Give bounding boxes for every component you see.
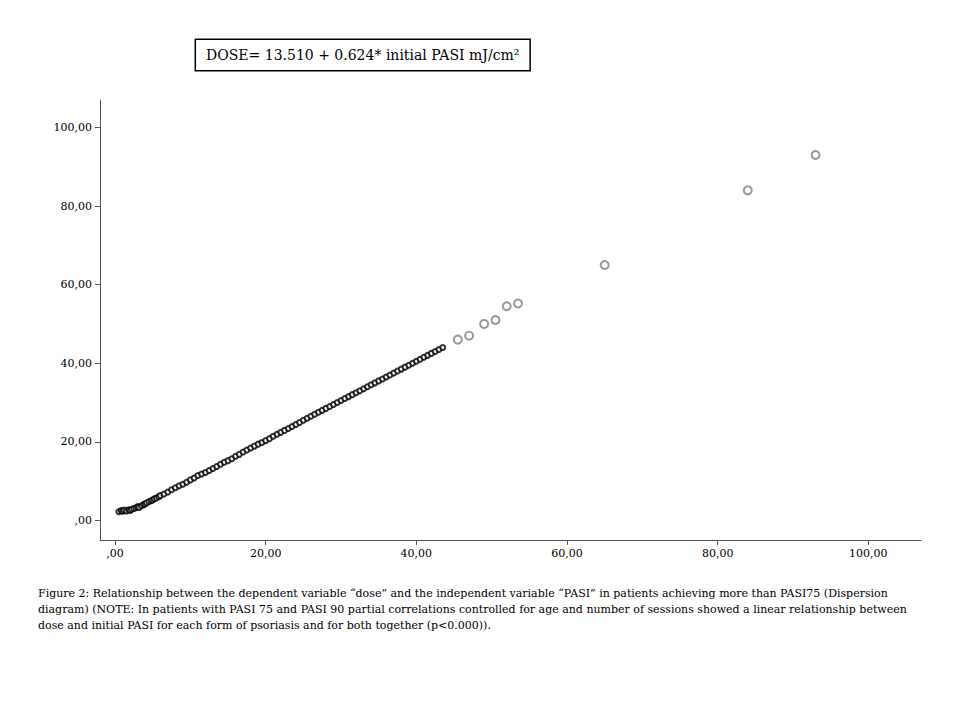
svg-text:100,00: 100,00 (849, 547, 888, 560)
svg-text:100,00: 100,00 (54, 121, 93, 134)
svg-text:60,00: 60,00 (61, 278, 93, 291)
svg-text:DOSE= 13.510 + 0.624* initial: DOSE= 13.510 + 0.624* initial PASI mJ/cm… (206, 47, 519, 63)
svg-text:dose and initial PASI for each: dose and initial PASI for each form of p… (38, 619, 491, 632)
svg-text:80,00: 80,00 (702, 547, 734, 560)
svg-text:80,00: 80,00 (61, 200, 93, 213)
svg-text:20,00: 20,00 (61, 435, 93, 448)
svg-text:Figure 2: Relationship between: Figure 2: Relationship between the depen… (38, 587, 891, 600)
svg-text:,00: ,00 (75, 514, 93, 527)
svg-text:20,00: 20,00 (250, 547, 282, 560)
svg-text:60,00: 60,00 (551, 547, 583, 560)
svg-text:,00: ,00 (106, 547, 124, 560)
svg-text:diagram) (NOTE: In patients wi: diagram) (NOTE: In patients with PASI 75… (38, 603, 910, 616)
svg-text:40,00: 40,00 (401, 547, 433, 560)
svg-text:40,00: 40,00 (61, 357, 93, 370)
